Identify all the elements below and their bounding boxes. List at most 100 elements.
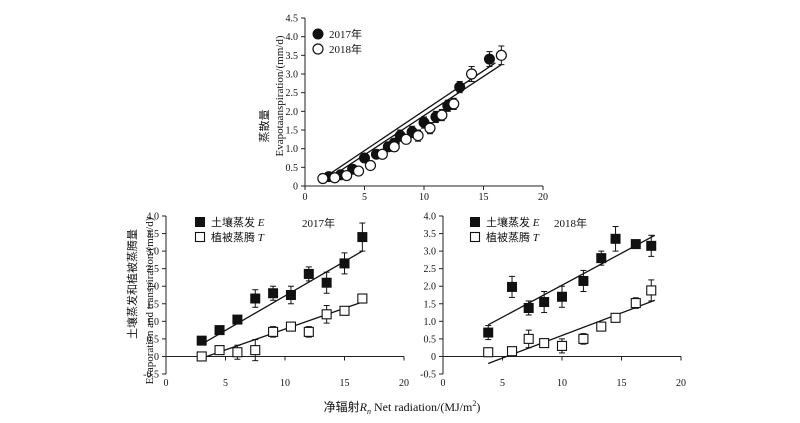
panel-bottom-left-chart: -0.5 0 0.5 1.0 1.5 2.0 2.5 3.0 3.5 4.0 0 5 10 15 20 土壤蒸… [143,212,409,390]
y-tick-label: 2.0 [286,107,299,118]
data-point [466,68,478,80]
legend-label: 土壤蒸发 E [486,215,540,229]
legend-marker [312,28,324,40]
y-tick-label: 0 [431,352,436,363]
data-point [523,302,534,313]
data-point [196,335,207,346]
x-tick-label: 0 [303,192,308,203]
data-point [303,268,314,279]
data-point [523,333,534,344]
y-tick-label: 4.5 [286,14,299,25]
x-tick-label: 10 [419,192,429,203]
y-tick-label: 0 [293,182,298,193]
data-point [214,345,225,356]
x-tick-label: 5 [500,378,505,389]
y-tick-label: 3.5 [286,51,299,62]
data-point [232,347,243,358]
y-tick-label: -0.5 [420,370,436,381]
panel-year-annotation: 2017年 [302,216,335,230]
bottom-y-axis-label-en: Evaporation and transpiration/(mm/d) [144,217,156,384]
y-tick-label: 4.0 [147,212,160,223]
y-tick-label: 3.0 [424,247,437,258]
data-point [303,326,314,337]
data-point [214,325,225,336]
x-tick-label: 5 [223,378,228,389]
legend-label: 2017年 [329,27,362,41]
x-axis-label: 净辐射Rn Net radiation/(MJ/m2) [324,399,481,416]
fit-line [201,301,363,359]
data-point [578,275,589,286]
legend-marker [195,217,205,227]
x-tick-label: 10 [557,378,567,389]
data-point [483,53,495,65]
data-point [436,109,448,121]
y-tick-label: 2.0 [424,282,437,293]
data-point [321,309,332,320]
x-tick-label: 15 [617,378,627,389]
top-y-axis-label-cn: 蒸散量 [257,110,271,143]
fit-line [201,250,363,345]
x-tick-label: 0 [164,378,169,389]
data-point [539,338,550,349]
data-point [507,281,518,292]
data-point [578,333,589,344]
y-tick-label: 4.0 [286,32,299,43]
x-tick-label: 10 [280,378,290,389]
bottom-y-axis-label-cn: 土壤蒸发和植被蒸腾量 [125,229,139,339]
data-point [339,305,350,316]
data-point [250,345,261,356]
data-point [364,159,377,172]
y-tick-label: 0 [154,352,159,363]
x-tick-label: 15 [340,378,350,389]
x-tick-label: 15 [479,192,489,203]
legend-label: 土壤蒸发 E [211,215,265,229]
y-tick-label: 3.5 [424,229,437,240]
legend-label: 2018年 [329,42,362,56]
x-tick-label: 20 [399,378,409,389]
data-point [339,258,350,269]
y-tick-label: 3.5 [147,229,160,240]
y-tick-label: 1.0 [286,144,299,155]
data-point [285,321,297,332]
data-point [596,321,607,332]
y-tick-label: 0.5 [147,334,160,345]
data-point [268,326,279,337]
y-tick-label: 1.5 [424,299,437,310]
y-tick-label: 2.5 [147,264,160,275]
top-y-axis-label-en: Evapotaanspiration/(mm/d) [274,35,286,156]
data-point [495,49,507,61]
y-tick-label: 0.5 [286,163,299,174]
data-point [539,297,550,308]
data-point [483,347,494,358]
data-point [630,298,641,309]
data-point [268,288,279,299]
data-point [250,293,261,304]
data-point [557,291,567,302]
data-point [646,240,657,251]
legend-marker [469,231,481,243]
x-tick-label: 0 [441,378,446,389]
y-tick-label: 3.0 [147,247,160,258]
y-tick-label: 1.0 [147,317,160,328]
y-tick-label: 1.0 [424,317,437,328]
y-tick-label: 0.5 [424,334,437,345]
data-point [321,277,332,288]
data-point [630,239,641,250]
data-point [610,233,621,244]
legend-marker [194,231,206,243]
legend-label: 植被蒸腾 T [486,230,540,244]
data-point [483,327,494,338]
panel-bottom-right-chart: -0.5 0 0.5 1.0 1.5 2.0 2.5 3.0 3.5 4.0 0 5 10 15 20 土壤蒸… [420,212,686,390]
legend-label: 植被蒸腾 T [211,230,265,244]
data-point [329,172,341,184]
data-point [376,148,388,160]
y-tick-label: 3.0 [286,70,299,81]
data-point [448,98,460,110]
fit-line [322,62,496,180]
x-tick-label: 20 [538,192,548,203]
y-tick-label: 2.0 [147,282,160,293]
y-tick-label: 2.5 [424,264,437,275]
data-point [352,165,365,177]
data-point [388,141,400,153]
